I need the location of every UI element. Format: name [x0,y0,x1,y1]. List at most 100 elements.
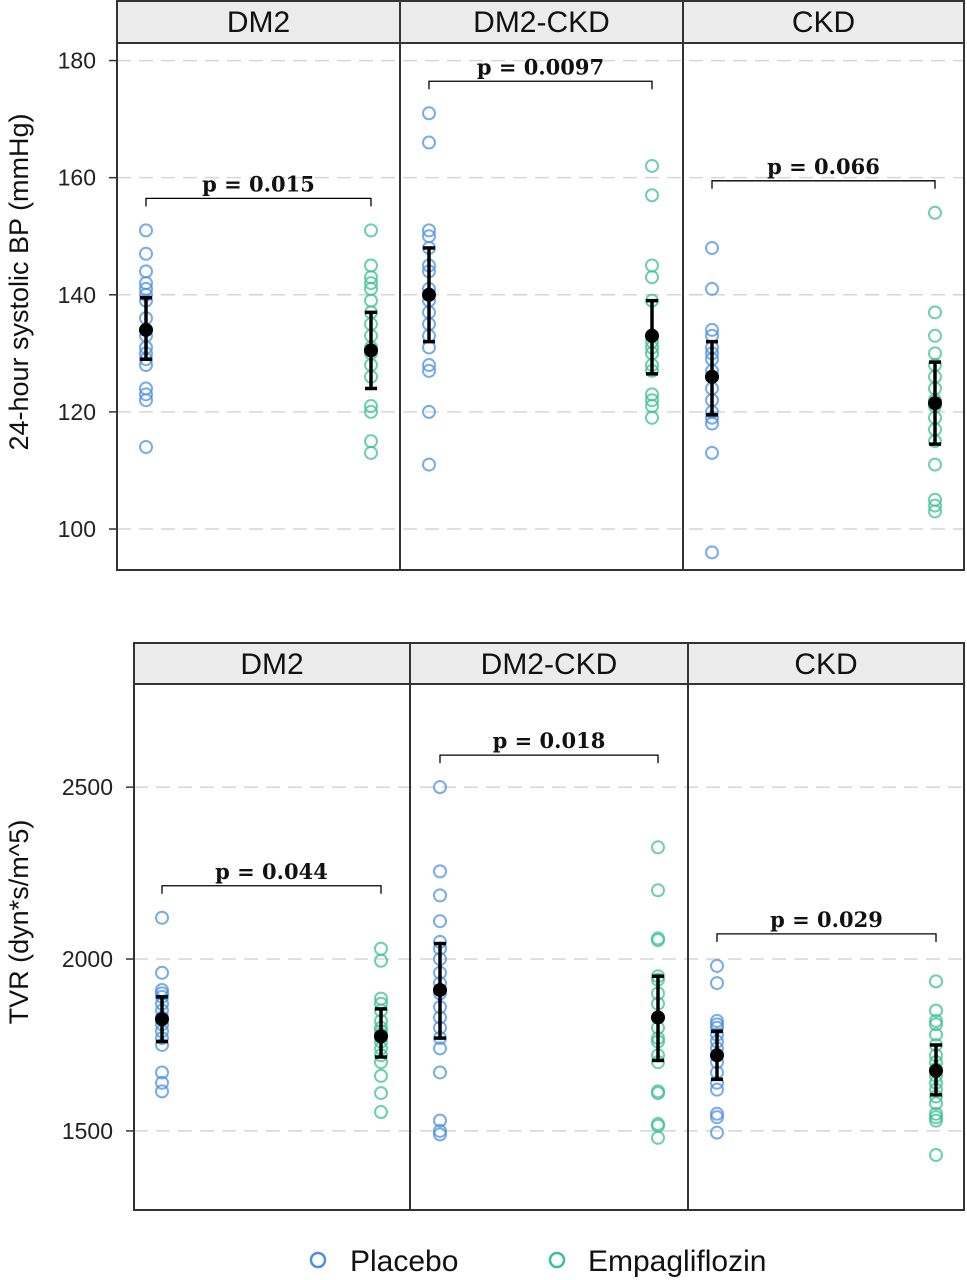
panel-border [682,42,965,571]
data-point [422,457,436,472]
placebo-series [155,910,169,1099]
placebo-series [433,780,447,1142]
data-point [139,393,153,408]
data-point [139,223,153,238]
significance-bracket [428,80,653,90]
data-point [433,864,447,879]
data-point [651,840,665,855]
facet-panel: DM2-CKD p = 0.0097 [399,0,684,571]
data-point [651,1130,665,1145]
data-point [928,498,942,513]
y-tick-label: 100 [58,516,96,542]
significance-bracket [145,197,372,207]
data-point [374,1068,388,1083]
p-value-label: p = 0.0097 [477,54,604,79]
data-point [155,965,169,980]
mean-point [710,1048,724,1063]
p-value-label: p = 0.044 [215,859,328,884]
data-point [645,270,659,285]
p-value-label: p = 0.018 [493,728,606,753]
y-tick-label: 140 [58,282,96,308]
y-tick-label: 2500 [62,774,113,800]
mean-point [155,1012,169,1027]
data-point [928,457,942,472]
mean-point [139,322,153,337]
facet-title: DM2 [227,6,290,39]
significance-bracket [439,754,659,764]
p-value-label: p = 0.029 [770,907,883,932]
data-point [374,941,388,956]
data-point [139,264,153,279]
y-tick-label: 180 [58,48,96,74]
placebo-series [422,106,436,472]
mean-point [928,396,942,411]
data-point [928,305,942,320]
data-point [364,223,378,238]
data-point [422,223,436,238]
data-point [928,328,942,343]
mean-point [374,1029,388,1044]
mean-point [651,1010,665,1025]
data-point [139,387,153,402]
data-point [928,504,942,519]
panel-border [687,683,965,1211]
facet-strip [399,0,684,44]
empagliflozin-series [374,941,388,1120]
data-point [422,135,436,150]
data-point [705,445,719,460]
facet-title: CKD [794,648,857,681]
data-point [155,910,169,925]
empagliflozin-series [651,840,665,1145]
facet-panel: DM2 p = 0.044 [133,642,411,1211]
data-point [645,258,659,273]
legend-label: Placebo [350,1245,458,1278]
data-point [433,780,447,795]
data-point [705,322,719,337]
data-point [364,258,378,273]
data-point [645,158,659,173]
sbp-chart: 100 120 140 160 180 24-hour systolic BP (mmHg… [4,0,965,571]
facet-strip [133,642,411,685]
data-point [929,1017,943,1032]
facet-title: DM2 [240,648,303,681]
data-point [139,440,153,455]
data-point [710,958,724,973]
data-point [705,545,719,560]
data-point [374,953,388,968]
mean-point [422,287,436,302]
facet-title: DM2-CKD [473,6,610,39]
data-point [433,914,447,929]
data-point [645,188,659,203]
data-point [364,434,378,449]
panel-border [399,42,684,571]
data-point [374,1086,388,1101]
data-point [422,358,436,373]
facet-strip [409,642,689,685]
empagliflozin-series [645,158,659,425]
data-point [929,1027,943,1042]
facet-strip [687,642,965,685]
data-point [155,1084,169,1099]
empagliflozin-series [929,974,943,1162]
facet-title: CKD [792,6,855,39]
mean-point [645,328,659,343]
data-point [422,404,436,419]
data-point [364,293,378,308]
data-point [710,1082,724,1097]
legend-label: Empagliflozin [588,1245,766,1278]
y-axis-title: TVR (dyn*s/m^5) [4,820,34,1025]
facet-panel: DM2-CKD p = 0.018 [409,642,689,1211]
data-point [433,1113,447,1128]
y-tick-label: 1500 [62,1118,113,1144]
facet-panel: DM2 p = 0.015 [116,0,401,571]
data-point [710,1125,724,1140]
data-point [710,1110,724,1125]
data-point [645,393,659,408]
data-point [433,1065,447,1080]
data-point [364,445,378,460]
placebo-series [139,223,153,455]
data-point [433,1041,447,1056]
mean-point [705,369,719,384]
